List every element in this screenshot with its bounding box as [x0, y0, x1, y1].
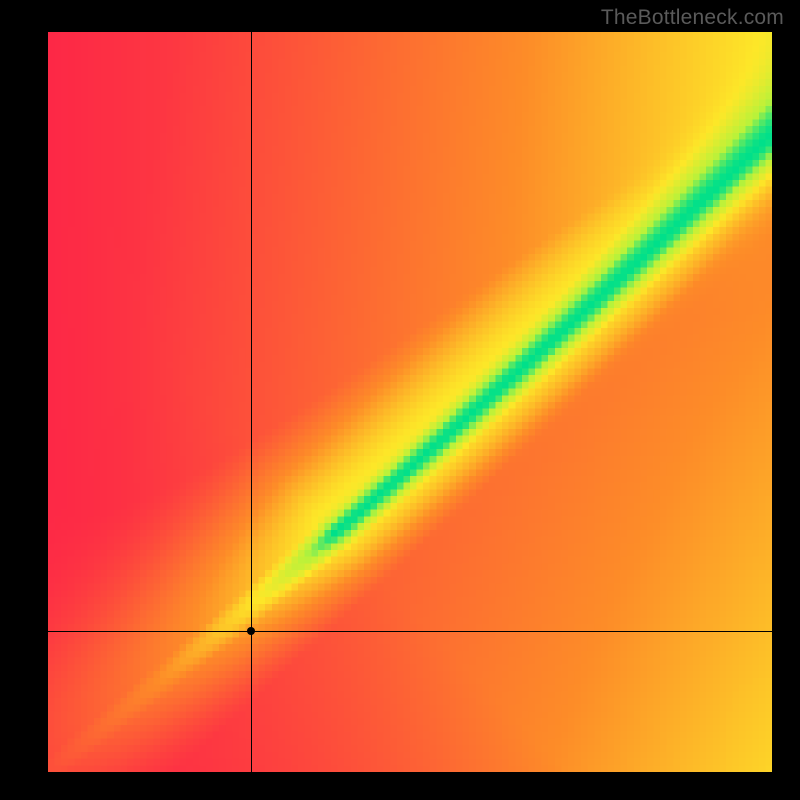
- watermark-text: TheBottleneck.com: [601, 6, 784, 30]
- crosshair-vertical: [251, 32, 252, 772]
- crosshair-horizontal: [48, 631, 772, 632]
- heatmap-canvas: [48, 32, 772, 772]
- crosshair-marker-dot: [247, 627, 255, 635]
- heatmap-plot-area: [48, 32, 772, 772]
